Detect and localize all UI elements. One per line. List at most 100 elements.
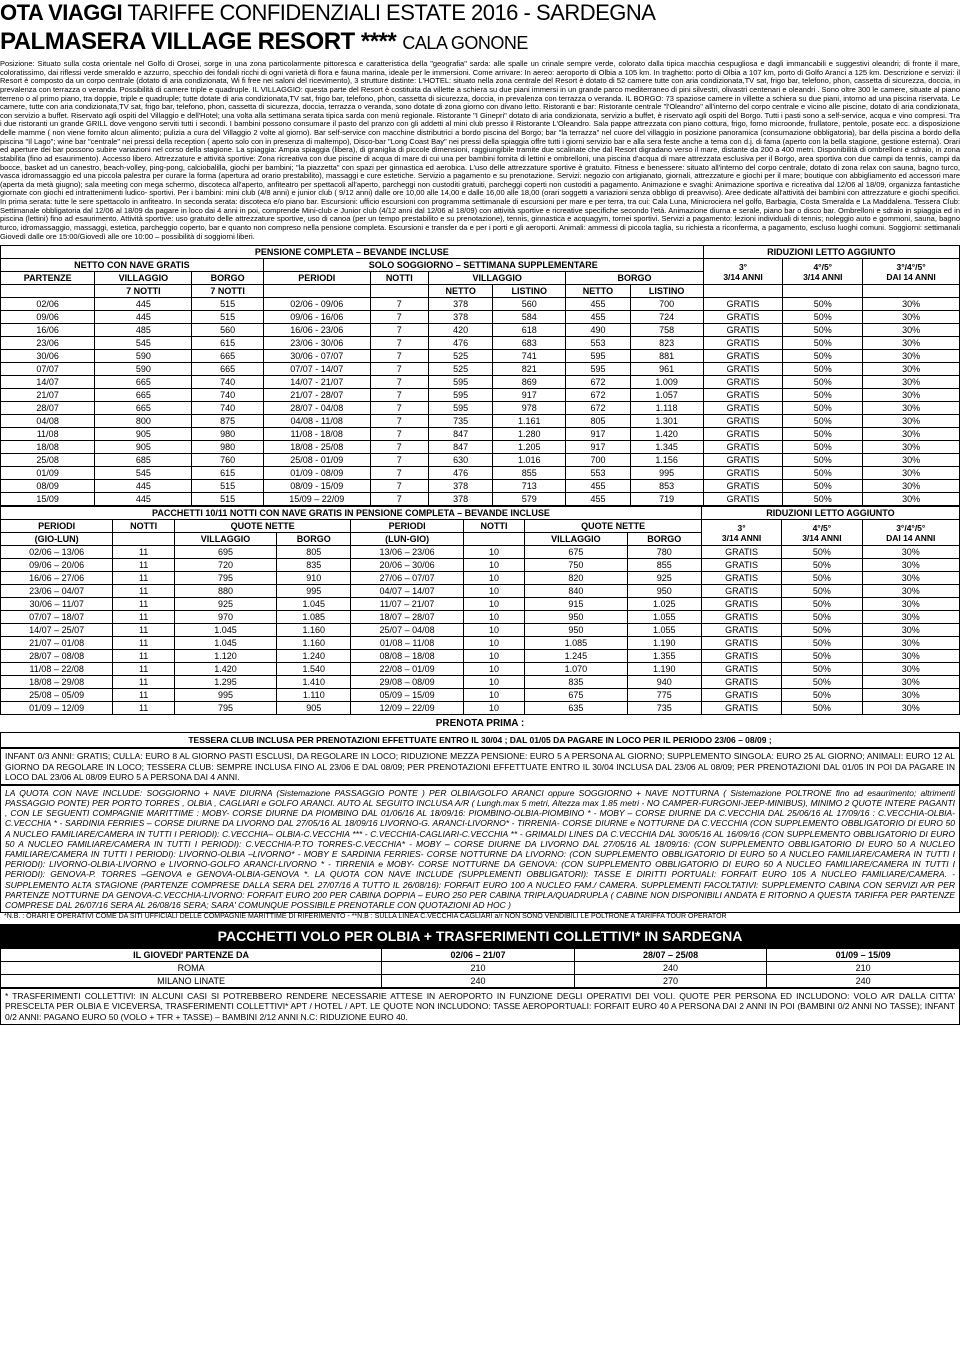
table-cell: 445 <box>95 298 192 311</box>
table-cell: 1.009 <box>630 376 703 389</box>
table-cell: GRATIS <box>703 415 783 428</box>
table-cell: 25/08 – 05/09 <box>1 689 113 702</box>
t1-h3: 3° <box>739 262 747 272</box>
table-cell: 08/08 – 18/08 <box>351 650 463 663</box>
table-cell: 683 <box>493 337 566 350</box>
table-cell: 1.295 <box>174 676 276 689</box>
t2-h345: 3°/4°/5° <box>896 523 925 533</box>
table-cell: 700 <box>630 298 703 311</box>
table-cell: 1.070 <box>525 663 627 676</box>
table-cell: 50% <box>782 559 862 572</box>
t1-per: PERIODI <box>263 272 370 285</box>
table-cell: 11 <box>113 637 175 650</box>
table-cell: 11 <box>113 663 175 676</box>
table-cell: GRATIS <box>701 637 781 650</box>
table-cell: 30% <box>862 611 959 624</box>
table-cell: 25/07 – 04/08 <box>351 624 463 637</box>
table-cell: 29/08 – 08/09 <box>351 676 463 689</box>
table-cell: 04/08 - 11/08 <box>263 415 370 428</box>
table-cell: 1.045 <box>277 598 351 611</box>
table-cell: 50% <box>782 663 862 676</box>
table-cell: 950 <box>627 585 701 598</box>
table-cell: 02/06 – 13/06 <box>1 546 113 559</box>
table-cell: 525 <box>429 363 493 376</box>
table-cell: 50% <box>783 428 863 441</box>
brand: OTA VIAGGI <box>0 0 122 25</box>
table-cell: 240 <box>767 975 960 988</box>
t1-title-left: PENSIONE COMPLETA – BEVANDE INCLUSE <box>1 246 704 259</box>
table-cell: 615 <box>192 467 263 480</box>
table-cell: 925 <box>627 572 701 585</box>
table-cell: 10 <box>463 689 525 702</box>
table-cell: 23/06 - 30/06 <box>263 337 370 350</box>
table-cell: 50% <box>783 493 863 506</box>
t2-vil: VILLAGGIO <box>174 533 276 546</box>
t3-c1: 02/06 – 21/07 <box>382 949 575 962</box>
table-cell: 11 <box>113 546 175 559</box>
table-cell: 590 <box>95 363 192 376</box>
table-cell: 23/06 – 04/07 <box>1 585 113 598</box>
table-cell: 10 <box>463 559 525 572</box>
table-cell: 847 <box>429 441 493 454</box>
table-cell: 7 <box>370 467 428 480</box>
table-cell: 7 <box>370 389 428 402</box>
table-cell: 525 <box>429 350 493 363</box>
table-cell: GRATIS <box>703 337 783 350</box>
table-cell: 210 <box>767 962 960 975</box>
table-cell: GRATIS <box>701 611 781 624</box>
table-cell: 445 <box>95 493 192 506</box>
table-cell: 30% <box>863 402 960 415</box>
table-cell: 995 <box>630 467 703 480</box>
table-cell: 16/06 – 27/06 <box>1 572 113 585</box>
table-cell: 445 <box>95 480 192 493</box>
table-cell: 18/07 – 28/07 <box>351 611 463 624</box>
table-cell: 735 <box>429 415 493 428</box>
table-cell: 30% <box>863 298 960 311</box>
table-cell: 515 <box>192 298 263 311</box>
t2-per: PERIODI <box>1 520 113 533</box>
table-cell: 08/09 - 15/09 <box>263 480 370 493</box>
table-cell: 50% <box>783 467 863 480</box>
table-cell: 1.190 <box>627 663 701 676</box>
table-cell: 30/06 – 11/07 <box>1 598 113 611</box>
prenota-prima: PRENOTA PRIMA : <box>0 715 960 732</box>
table-cell: 18/08 <box>1 441 95 454</box>
table-cell: 01/09 - 08/09 <box>263 467 370 480</box>
table-cell: 11/08 – 22/08 <box>1 663 113 676</box>
table-cell: 1.160 <box>277 624 351 637</box>
tessera-line: TESSERA CLUB INCLUSA PER PRENOTAZIONI EF… <box>0 732 960 748</box>
info-block-2: LA QUOTA CON NAVE INCLUDE: SOGGIORNO + N… <box>0 785 960 913</box>
table-cell: 15/09 – 22/09 <box>263 493 370 506</box>
table-cell: 1.540 <box>277 663 351 676</box>
table-cell: 821 <box>493 363 566 376</box>
table-cell: 30% <box>863 441 960 454</box>
table-cell: 665 <box>95 376 192 389</box>
table-cell: 724 <box>630 311 703 324</box>
table-cell: 560 <box>192 324 263 337</box>
table-cell: 25/08 <box>1 454 95 467</box>
table-cell: 720 <box>174 559 276 572</box>
table-cell: 1.345 <box>630 441 703 454</box>
table-cell: 07/07 - 14/07 <box>263 363 370 376</box>
doc-title-line1: OTA VIAGGI TARIFFE CONFIDENZIALI ESTATE … <box>0 0 960 26</box>
table-cell: 10 <box>463 650 525 663</box>
table-cell: 28/07 – 08/08 <box>1 650 113 663</box>
table-cell: GRATIS <box>703 402 783 415</box>
table-cell: 22/08 – 01/09 <box>351 663 463 676</box>
table-cell: 210 <box>382 962 575 975</box>
table-cell: 545 <box>95 467 192 480</box>
table-cell: 10 <box>463 585 525 598</box>
nb-note: *N.B. : ORARI E OPERATIVI COME DA SITI U… <box>0 913 960 920</box>
table-cell: 476 <box>429 467 493 480</box>
table-cell: 869 <box>493 376 566 389</box>
table-cell: 50% <box>783 389 863 402</box>
table-cell: GRATIS <box>701 598 781 611</box>
table-cell: 7 <box>370 428 428 441</box>
t1-solo: SOLO SOGGIORNO – SETTIMANA SUPPLEMENTARE <box>263 259 703 272</box>
table-cell: 50% <box>782 689 862 702</box>
table-cell: 50% <box>782 702 862 715</box>
table-cell: 11/07 – 21/07 <box>351 598 463 611</box>
table-cell: 7 <box>370 363 428 376</box>
table-cell: 835 <box>525 676 627 689</box>
t2-h3: 3° <box>738 523 746 533</box>
